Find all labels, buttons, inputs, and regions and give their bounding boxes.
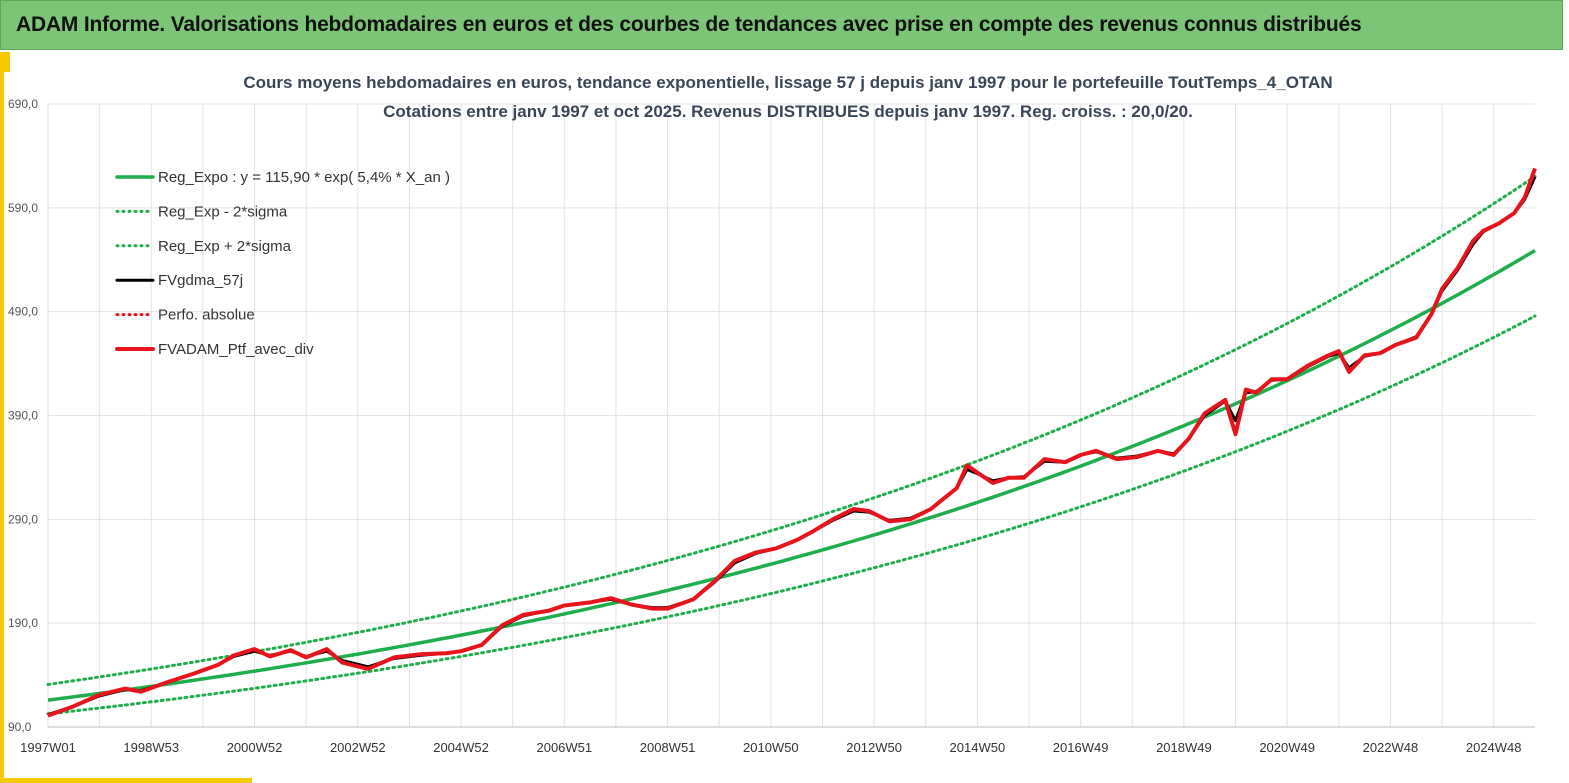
grid [47,103,1535,728]
series-reg-expo [47,248,1536,702]
x-tick-label: 2008W51 [640,740,696,755]
x-axis-ticks: 1997W01 1998W53 2000W52 2002W52 2004W52 2006W… [20,740,1521,755]
legend-label: Reg_Expo : y = 115,90 * exp( 5,4% * X_an… [158,169,450,186]
legend-label: Reg_Exp - 2*sigma [158,203,288,220]
x-tick-label: 2012W50 [846,740,902,755]
banner-title: ADAM Informe. Valorisations hebdomadaire… [16,13,1362,36]
x-tick-label: 1997W01 [20,740,76,755]
legend-label: FVADAM_Ptf_avec_div [158,341,314,358]
x-tick-label: 2020W49 [1259,740,1315,755]
y-tick-label: 690,0 [8,97,38,111]
accent-bar-top [4,52,10,72]
x-tick-label: 2000W52 [227,740,283,755]
chart-title: Cours moyens hebdomadaires en euros, ten… [243,73,1332,121]
y-tick-label: 90,0 [8,720,32,734]
y-tick-label: 490,0 [8,305,38,319]
header-banner: ADAM Informe. Valorisations hebdomadaire… [0,0,1563,50]
x-tick-label: 2024W48 [1466,740,1522,755]
series [46,167,1537,718]
chart-title-line-1: Cours moyens hebdomadaires en euros, ten… [243,73,1332,92]
x-tick-label: 2016W49 [1053,740,1109,755]
legend-label: Reg_Exp + 2*sigma [158,238,292,255]
series-fvadam-ptf-avec-div [47,167,1537,718]
legend-label: FVgdma_57j [158,272,243,289]
y-axis-ticks: 90,0 190,0 290,0 390,0 490,0 590,0 690,0 [8,97,38,734]
x-tick-label: 2004W52 [433,740,489,755]
y-tick-label: 590,0 [8,201,38,215]
chart-title-line-2: Cotations entre janv 1997 et oct 2025. R… [383,102,1193,121]
accent-bar-bottom [0,778,252,783]
series-fvgdma-57j [47,176,1537,716]
x-tick-label: 2002W52 [330,740,386,755]
y-tick-label: 390,0 [8,409,38,423]
series-reg-exp-minus-2sigma [46,314,1537,716]
x-tick-label: 1998W53 [123,740,179,755]
legend-label: Perfo. absolue [158,307,255,324]
x-tick-label: 2006W51 [536,740,592,755]
x-tick-label: 2022W48 [1363,740,1419,755]
accent-bar-left [0,52,4,780]
y-tick-label: 190,0 [8,616,38,630]
x-tick-label: 2010W50 [743,740,799,755]
legend: Reg_Expo : y = 115,90 * exp( 5,4% * X_an… [115,169,450,358]
x-tick-label: 2014W50 [950,740,1006,755]
y-tick-label: 290,0 [8,512,38,526]
series-reg-exp-plus-2sigma [46,174,1537,686]
x-tick-label: 2018W49 [1156,740,1212,755]
